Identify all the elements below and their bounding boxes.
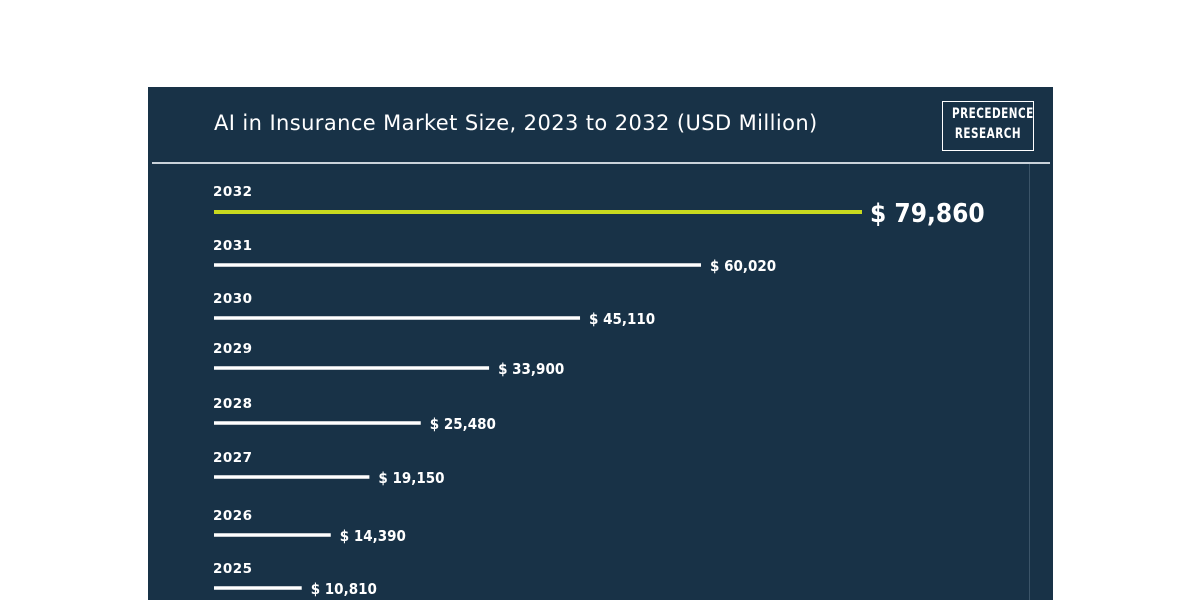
value-label-2029: $ 33,900 bbox=[498, 360, 564, 378]
precedence-research-logo: PRECEDENCE RESEARCH bbox=[942, 101, 1034, 151]
year-label-2030: 2030 bbox=[213, 291, 253, 307]
year-label-2031: 2031 bbox=[213, 238, 253, 254]
year-label-2032: 2032 bbox=[213, 184, 253, 200]
bar-2032 bbox=[214, 210, 862, 214]
right-guide-line bbox=[1029, 164, 1030, 600]
value-label-2028: $ 25,480 bbox=[430, 415, 496, 433]
value-label-2030: $ 45,110 bbox=[589, 310, 655, 328]
title-divider bbox=[152, 162, 1050, 164]
bar-2029 bbox=[214, 366, 490, 370]
value-label-2027: $ 19,150 bbox=[378, 469, 444, 487]
bar-2025 bbox=[214, 586, 302, 590]
chart-panel: AI in Insurance Market Size, 2023 to 203… bbox=[148, 87, 1053, 600]
value-label-2026: $ 14,390 bbox=[340, 527, 406, 545]
bar-2031 bbox=[214, 263, 702, 267]
year-label-2025: 2025 bbox=[213, 561, 253, 577]
bar-2028 bbox=[214, 421, 421, 425]
value-label-2025: $ 10,810 bbox=[311, 580, 377, 598]
logo-line-1: PRECEDENCE bbox=[952, 106, 1034, 122]
year-label-2026: 2026 bbox=[213, 508, 253, 524]
logo-line-2: RESEARCH bbox=[954, 125, 1022, 142]
value-label-2032: $ 79,860 bbox=[870, 199, 985, 229]
bar-2027 bbox=[214, 475, 370, 479]
bar-2026 bbox=[214, 533, 331, 537]
year-label-2029: 2029 bbox=[213, 341, 253, 357]
value-label-2031: $ 60,020 bbox=[710, 257, 776, 275]
chart-title: AI in Insurance Market Size, 2023 to 203… bbox=[214, 111, 818, 135]
year-label-2027: 2027 bbox=[213, 450, 253, 466]
bar-2030 bbox=[214, 316, 581, 320]
bar-chart: 2032 $ 79,860 2031 $ 60,020 2030 $ 45,110 2029… bbox=[148, 164, 1053, 600]
bar-chart-svg: 2032 $ 79,860 2031 $ 60,020 2030 $ 45,110 2029… bbox=[213, 184, 985, 598]
year-label-2028: 2028 bbox=[213, 396, 253, 412]
